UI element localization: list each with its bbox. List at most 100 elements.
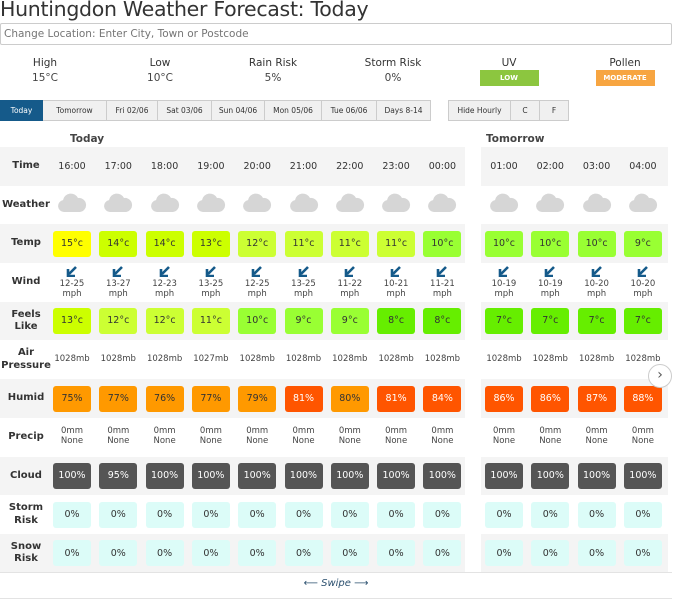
feels-cell: 7°c [574, 302, 620, 341]
cloud-icon [57, 193, 87, 216]
weather-cell [574, 186, 620, 225]
cloud-cell: 100% [281, 457, 327, 496]
humid-cell: 77% [188, 379, 234, 418]
wind-unit: mph [247, 289, 267, 300]
snow-cell: 0% [188, 534, 234, 573]
cloud-cell: 100% [188, 457, 234, 496]
time-cell: 18:00 [142, 147, 188, 186]
storm-cell: 0% [574, 495, 620, 534]
option-hide-hourly[interactable]: Hide Hourly [448, 100, 511, 121]
wind-unit: mph [62, 289, 82, 300]
tab-tue-06-06[interactable]: Tue 06/06 [322, 100, 377, 121]
time-cell: 02:00 [527, 147, 573, 186]
time-cell: 03:00 [574, 147, 620, 186]
option-c[interactable]: C [511, 100, 540, 121]
wind-cell: 10-20 mph [620, 263, 666, 302]
humid-cell: 81% [373, 379, 419, 418]
cloud-cell: 95% [95, 457, 141, 496]
location-search-input[interactable] [0, 23, 672, 45]
tab-tomorrow[interactable]: Tomorrow [43, 100, 107, 121]
cloud-value: 100% [623, 462, 662, 489]
snow-cell: 0% [620, 534, 666, 573]
page-title: Huntingdon Weather Forecast: Today [0, 0, 369, 21]
humid-value: 86% [485, 385, 523, 412]
cloud-icon [628, 193, 658, 216]
precip-type: None [199, 436, 222, 447]
storm-value: 0% [577, 501, 616, 528]
weather-cell [620, 186, 666, 225]
pressure-value: 1028mb [100, 353, 136, 364]
option-f[interactable]: F [540, 100, 569, 121]
precip-cell: 0mm None [142, 418, 188, 457]
time-label: 19:00 [197, 160, 225, 172]
pressure-value: 1028mb [486, 353, 522, 364]
row-label-cloud: Cloud [10, 469, 42, 481]
time-cell: 16:00 [49, 147, 95, 186]
feels-value: 12°c [99, 308, 138, 335]
cloud-value: 100% [531, 462, 570, 489]
wind-unit: mph [386, 289, 406, 300]
feels-cell: 11°c [188, 302, 234, 341]
precip-amount: 0mm [631, 426, 654, 437]
summary-value: 15°C [32, 72, 58, 84]
precip-cell: 0mm None [234, 418, 280, 457]
storm-value: 0% [284, 501, 323, 528]
precip-cell: 0mm None [481, 418, 527, 457]
tab-mon-05-06[interactable]: Mon 05/06 [265, 100, 322, 121]
humid-value: 77% [191, 385, 230, 412]
snow-value: 0% [191, 540, 230, 567]
snow-cell: 0% [49, 534, 95, 573]
cloud-icon [427, 193, 457, 216]
tab-sun-04-06[interactable]: Sun 04/06 [212, 100, 265, 121]
snow-value: 0% [53, 540, 91, 567]
cloud-icon [289, 193, 319, 216]
pressure-cell: 1028mb [327, 341, 373, 380]
summary-label: UV [501, 57, 517, 69]
swipe-hint[interactable]: ⟵ Swipe ⟶ [303, 578, 369, 589]
row-label-humid: Humid [7, 392, 45, 404]
wind-cell: 11-21 mph [419, 263, 465, 302]
wind-direction-arrow-icon [112, 265, 124, 280]
temp-cell: 9°c [620, 224, 666, 263]
wind-speed: 10-19 [491, 279, 517, 290]
cloud-cell: 100% [620, 457, 666, 496]
pressure-cell: 1028mb [527, 341, 573, 380]
pressure-cell: 1028mb [481, 341, 527, 380]
humid-value: 76% [145, 385, 184, 412]
row-weather: Weather [0, 186, 668, 225]
time-cell: 01:00 [481, 147, 527, 186]
storm-value: 0% [423, 501, 462, 528]
weather-cell [234, 186, 280, 225]
precip-cell: 0mm None [281, 418, 327, 457]
temp-value: 15°c [53, 230, 91, 257]
divider [0, 572, 672, 573]
snow-value: 0% [238, 540, 277, 567]
cloud-icon [582, 193, 612, 216]
pressure-cell: 1028mb [574, 341, 620, 380]
wind-speed: 12-23 [152, 279, 177, 290]
summary-value: 5% [264, 72, 282, 84]
summary-badge: MODERATE [595, 70, 655, 86]
wind-speed: 10-19 [537, 279, 563, 290]
time-cell: 21:00 [281, 147, 327, 186]
tab-days-8-14[interactable]: Days 8-14 [377, 100, 431, 121]
storm-value: 0% [238, 501, 277, 528]
time-label: 23:00 [382, 160, 410, 172]
snow-value: 0% [145, 540, 184, 567]
summary-value: 10°C [147, 72, 173, 84]
feels-cell: 7°c [481, 302, 527, 341]
feels-value: 12°c [145, 308, 184, 335]
snow-cell: 0% [419, 534, 465, 573]
tab-today[interactable]: Today [0, 100, 43, 121]
humid-cell: 79% [234, 379, 280, 418]
tab-fri-02-06[interactable]: Fri 02/06 [107, 100, 158, 121]
cloud-icon [489, 193, 519, 216]
cloud-value: 100% [377, 462, 416, 489]
cloud-cell: 100% [234, 457, 280, 496]
tab-sat-03-06[interactable]: Sat 03/06 [158, 100, 212, 121]
temp-cell: 11°c [327, 224, 373, 263]
next-button[interactable]: › [648, 364, 672, 388]
storm-cell: 0% [95, 495, 141, 534]
precip-amount: 0mm [292, 426, 315, 437]
snow-cell: 0% [281, 534, 327, 573]
